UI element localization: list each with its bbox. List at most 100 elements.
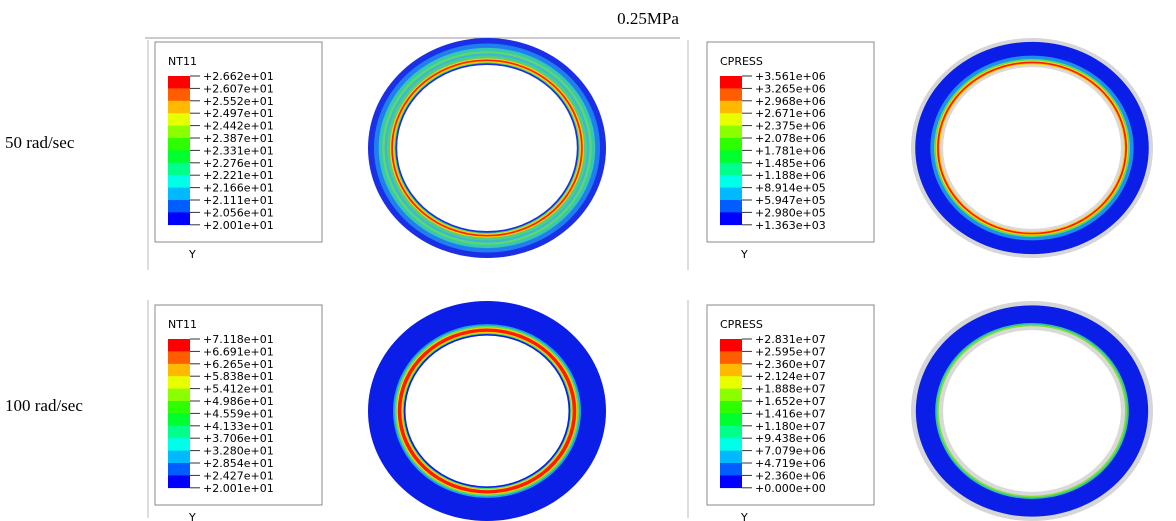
- legend-label: +4.986e+01: [203, 395, 274, 408]
- legend-label: +2.980e+05: [755, 206, 826, 219]
- legend-label: +3.561e+06: [755, 70, 826, 83]
- legend-swatch: [720, 351, 742, 364]
- legend-swatch: [168, 426, 190, 439]
- legend-label: +2.111e+01: [203, 194, 274, 207]
- legend-swatch: [720, 413, 742, 426]
- legend-label: +2.166e+01: [203, 182, 274, 195]
- legend-swatch: [168, 339, 190, 352]
- legend-label: +2.854e+01: [203, 457, 274, 470]
- legend-label: +2.001e+01: [203, 219, 274, 232]
- legend-label: +1.485e+06: [755, 157, 826, 170]
- legend-label: +4.133e+01: [203, 420, 274, 433]
- legend-title: NT11: [168, 55, 197, 68]
- legend-label: +6.265e+01: [203, 358, 274, 371]
- legend-swatch: [720, 126, 742, 139]
- legend-label: +3.706e+01: [203, 432, 274, 445]
- legend-label: +2.442e+01: [203, 120, 274, 133]
- legend-swatch: [720, 426, 742, 439]
- contour-ring: [943, 330, 1121, 492]
- legend-swatch: [168, 188, 190, 201]
- legend-swatch: [168, 389, 190, 402]
- legend-label: +8.914e+05: [755, 182, 826, 195]
- legend-swatch: [720, 138, 742, 151]
- legend-label: +2.331e+01: [203, 144, 274, 157]
- axis-label: Y: [740, 248, 748, 261]
- legend-label: +5.412e+01: [203, 383, 274, 396]
- legend-swatch: [168, 475, 190, 488]
- legend-swatch: [720, 212, 742, 225]
- legend-label: +2.595e+07: [755, 345, 826, 358]
- legend-label: +2.831e+07: [755, 333, 826, 346]
- legend-label: +5.838e+01: [203, 370, 274, 383]
- legend-label: +1.416e+07: [755, 407, 826, 420]
- legend-label: +1.188e+06: [755, 169, 826, 182]
- axis-label: Y: [188, 511, 196, 521]
- legend-swatch: [720, 401, 742, 414]
- legend-label: +4.719e+06: [755, 457, 826, 470]
- legend-label: +0.000e+00: [755, 482, 826, 495]
- legend-swatch: [720, 339, 742, 352]
- legend-swatch: [720, 364, 742, 377]
- legend-label: +2.124e+07: [755, 370, 826, 383]
- legend-swatch: [168, 163, 190, 176]
- legend-label: +2.607e+01: [203, 82, 274, 95]
- contour-ring: [943, 67, 1121, 229]
- legend-label: +7.079e+06: [755, 445, 826, 458]
- legend-swatch: [720, 463, 742, 476]
- legend-swatch: [720, 200, 742, 213]
- legend-swatch: [720, 389, 742, 402]
- legend-label: +2.662e+01: [203, 70, 274, 83]
- legend-swatch: [168, 376, 190, 389]
- legend-swatch: [720, 101, 742, 114]
- legend-swatch: [168, 351, 190, 364]
- contour-ring: [397, 65, 577, 231]
- legend-label: +9.438e+06: [755, 432, 826, 445]
- legend-label: +1.781e+06: [755, 144, 826, 157]
- legend-label: +2.276e+01: [203, 157, 274, 170]
- legend-swatch: [720, 175, 742, 188]
- legend-swatch: [168, 451, 190, 464]
- legend-label: +2.671e+06: [755, 107, 826, 120]
- figure-title: 0.25MPa: [617, 9, 679, 28]
- axis-label: Y: [188, 248, 196, 261]
- legend-swatch: [168, 76, 190, 89]
- legend-swatch: [168, 150, 190, 163]
- legend-label: +3.265e+06: [755, 82, 826, 95]
- legend-label: +1.180e+07: [755, 420, 826, 433]
- legend-label: +2.056e+01: [203, 206, 274, 219]
- legend-label: +2.001e+01: [203, 482, 274, 495]
- legend-label: +2.360e+07: [755, 358, 826, 371]
- legend-label: +6.691e+01: [203, 345, 274, 358]
- legend-swatch: [720, 475, 742, 488]
- legend-label: +1.363e+03: [755, 219, 826, 232]
- legend-swatch: [168, 413, 190, 426]
- row-label: 50 rad/sec: [5, 133, 75, 152]
- legend-swatch: [720, 188, 742, 201]
- legend-label: +3.280e+01: [203, 445, 274, 458]
- legend-swatch: [168, 212, 190, 225]
- legend-swatch: [168, 200, 190, 213]
- legend-swatch: [720, 113, 742, 126]
- legend-swatch: [720, 150, 742, 163]
- legend-label: +2.078e+06: [755, 132, 826, 145]
- legend-label: +2.497e+01: [203, 107, 274, 120]
- legend-title: CPRESS: [720, 318, 763, 331]
- row-label: 100 rad/sec: [5, 396, 83, 415]
- legend-label: +2.360e+06: [755, 469, 826, 482]
- legend-swatch: [168, 101, 190, 114]
- legend-swatch: [168, 175, 190, 188]
- legend-swatch: [720, 451, 742, 464]
- legend-swatch: [168, 113, 190, 126]
- legend-title: CPRESS: [720, 55, 763, 68]
- legend-swatch: [720, 76, 742, 89]
- legend-label: +2.552e+01: [203, 95, 274, 108]
- legend-title: NT11: [168, 318, 197, 331]
- legend-swatch: [720, 163, 742, 176]
- legend-swatch: [168, 126, 190, 139]
- axis-label: Y: [740, 511, 748, 521]
- legend-swatch: [720, 88, 742, 101]
- legend-label: +1.652e+07: [755, 395, 826, 408]
- legend-label: +2.375e+06: [755, 120, 826, 133]
- legend-label: +4.559e+01: [203, 407, 274, 420]
- contour-ring: [405, 336, 568, 487]
